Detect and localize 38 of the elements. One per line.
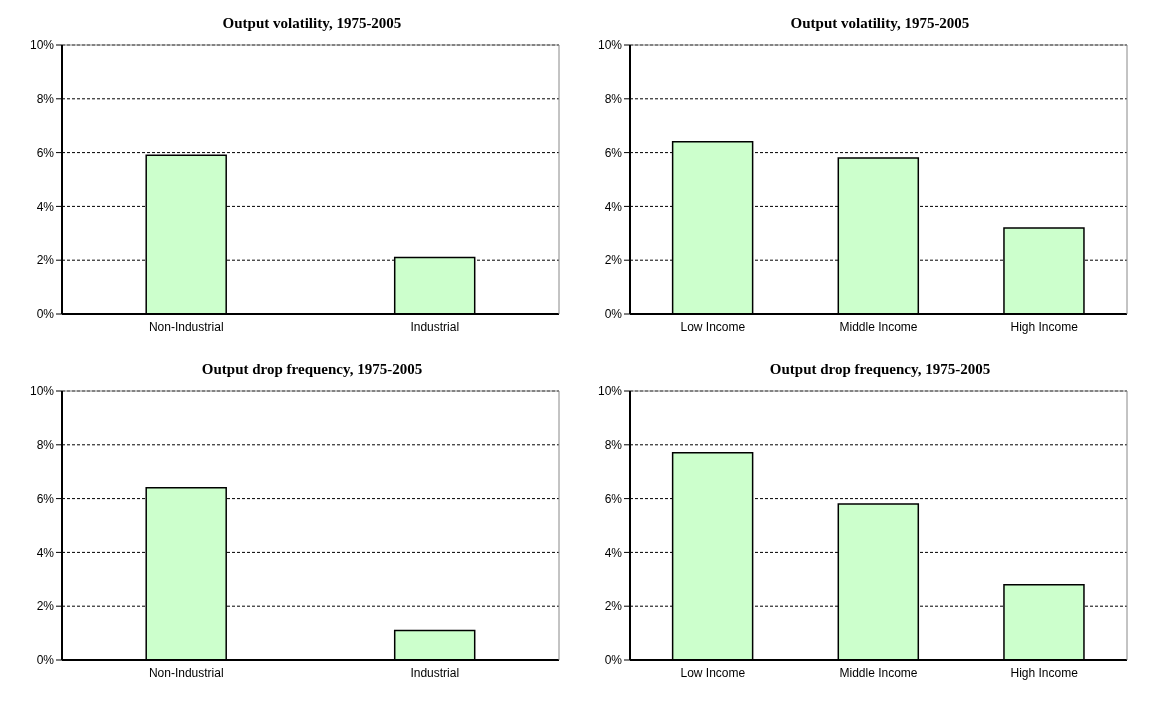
y-tick-label: 10% xyxy=(29,38,55,53)
y-tick-label: 6% xyxy=(604,491,623,506)
x-tick-label: Low Income xyxy=(680,665,746,680)
y-tick-label: 4% xyxy=(36,199,55,214)
x-tick-label: Middle Income xyxy=(839,319,918,334)
y-tick-label: 8% xyxy=(36,92,55,107)
chart-title: Output volatility, 1975-2005 xyxy=(222,14,402,33)
y-tick-label: 4% xyxy=(36,545,55,560)
x-tick-label: Non-Industrial xyxy=(148,319,224,334)
chart-title: Output drop frequency, 1975-2005 xyxy=(769,360,991,379)
y-tick-label: 2% xyxy=(604,253,623,268)
y-tick-label: 2% xyxy=(36,599,55,614)
y-tick-label: 0% xyxy=(36,653,55,668)
y-tick-label: 6% xyxy=(604,145,623,160)
y-tick-label: 2% xyxy=(604,599,623,614)
y-tick-label: 0% xyxy=(604,307,623,322)
y-tick-label: 10% xyxy=(29,384,55,399)
y-tick-label: 2% xyxy=(36,253,55,268)
y-tick-label: 4% xyxy=(604,545,623,560)
y-tick-label: 10% xyxy=(597,38,623,53)
x-tick-label: Industrial xyxy=(410,319,460,334)
y-tick-label: 8% xyxy=(604,438,623,453)
x-tick-label: Low Income xyxy=(680,319,746,334)
y-tick-label: 10% xyxy=(597,384,623,399)
y-tick-label: 0% xyxy=(604,653,623,668)
y-tick-label: 8% xyxy=(604,92,623,107)
y-tick-label: 6% xyxy=(36,145,55,160)
x-tick-label: Non-Industrial xyxy=(148,665,224,680)
x-tick-label: Industrial xyxy=(410,665,460,680)
x-tick-label: Middle Income xyxy=(839,665,918,680)
y-tick-label: 8% xyxy=(36,438,55,453)
y-tick-label: 4% xyxy=(604,199,623,214)
x-tick-label: High Income xyxy=(1010,319,1079,334)
chart-title: Output volatility, 1975-2005 xyxy=(790,14,970,33)
y-tick-label: 0% xyxy=(36,307,55,322)
chart-title: Output drop frequency, 1975-2005 xyxy=(201,360,423,379)
y-tick-label: 6% xyxy=(36,491,55,506)
x-tick-label: High Income xyxy=(1010,665,1079,680)
